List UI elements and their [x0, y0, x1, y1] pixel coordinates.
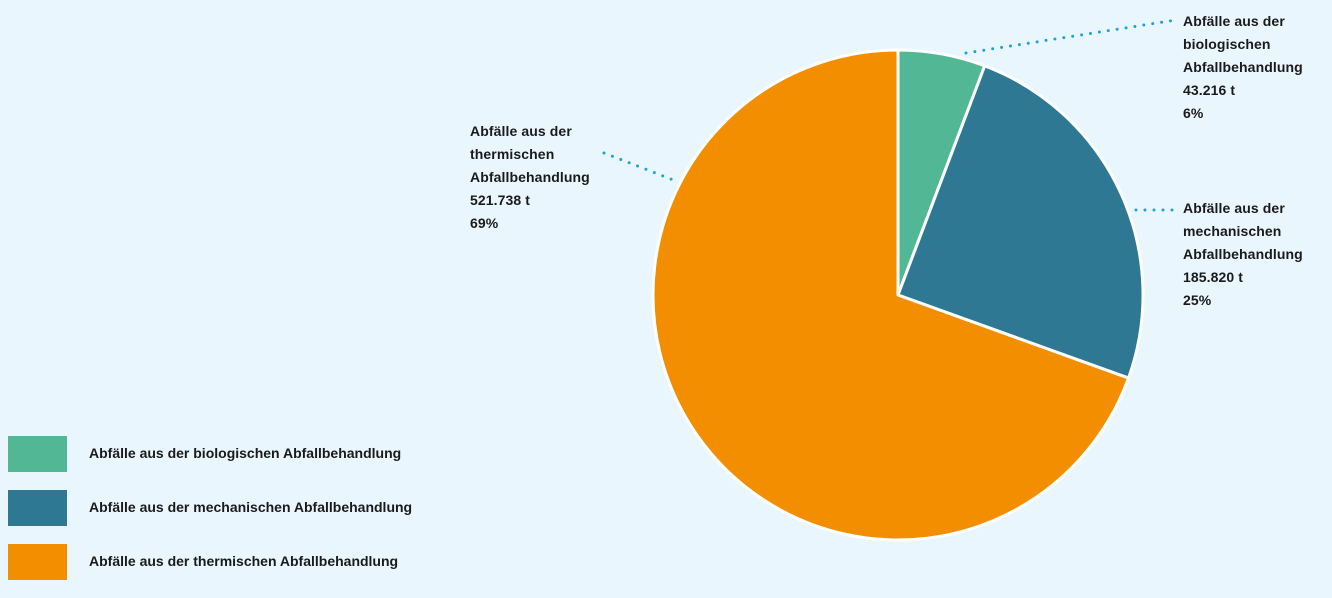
pie-slice-mechanisch	[896, 64, 1145, 380]
legend-swatch	[8, 436, 67, 472]
legend-label: Abfälle aus der biologischen Abfallbehan…	[89, 445, 402, 461]
legend-label: Abfälle aus der mechanischen Abfallbehan…	[89, 499, 413, 515]
callout-label-line: mechanischen	[1183, 223, 1282, 239]
legend-label: Abfälle aus der thermischen Abfallbehand…	[89, 553, 399, 569]
callout-thermisch: Abfälle aus der thermischen Abfallbehand…	[470, 120, 590, 235]
callout-value: 185.820 t	[1183, 269, 1244, 285]
pie-chart	[602, 18, 1178, 542]
pie-slice-thermisch	[651, 48, 1130, 542]
leader-line-biologisch	[964, 18, 1178, 55]
callout-label-line: Abfallbehandlung	[1183, 59, 1303, 75]
callout-percent: 6%	[1183, 105, 1204, 121]
leader-lines	[602, 18, 1178, 212]
callout-label-line: Abfallbehandlung	[1183, 246, 1303, 262]
legend-swatch	[8, 544, 67, 580]
callout-label-line: Abfälle aus der	[1183, 13, 1285, 29]
callout-percent: 25%	[1183, 292, 1212, 308]
callout-label-line: Abfallbehandlung	[470, 169, 590, 185]
callout-value: 43.216 t	[1183, 82, 1236, 98]
callout-biologisch: Abfälle aus der biologischen Abfallbehan…	[1183, 10, 1303, 125]
legend-swatch	[8, 490, 67, 526]
callout-percent: 69%	[470, 215, 499, 231]
callout-label-line: thermischen	[470, 146, 555, 162]
callout-label-line: Abfälle aus der	[1183, 200, 1285, 216]
callout-label-line: Abfälle aus der	[470, 123, 572, 139]
pie-slices	[651, 48, 1145, 542]
leader-line-thermisch	[602, 151, 678, 183]
callout-label-line: biologischen	[1183, 36, 1271, 52]
callout-value: 521.738 t	[470, 192, 531, 208]
callout-mechanisch: Abfälle aus der mechanischen Abfallbehan…	[1183, 197, 1303, 312]
